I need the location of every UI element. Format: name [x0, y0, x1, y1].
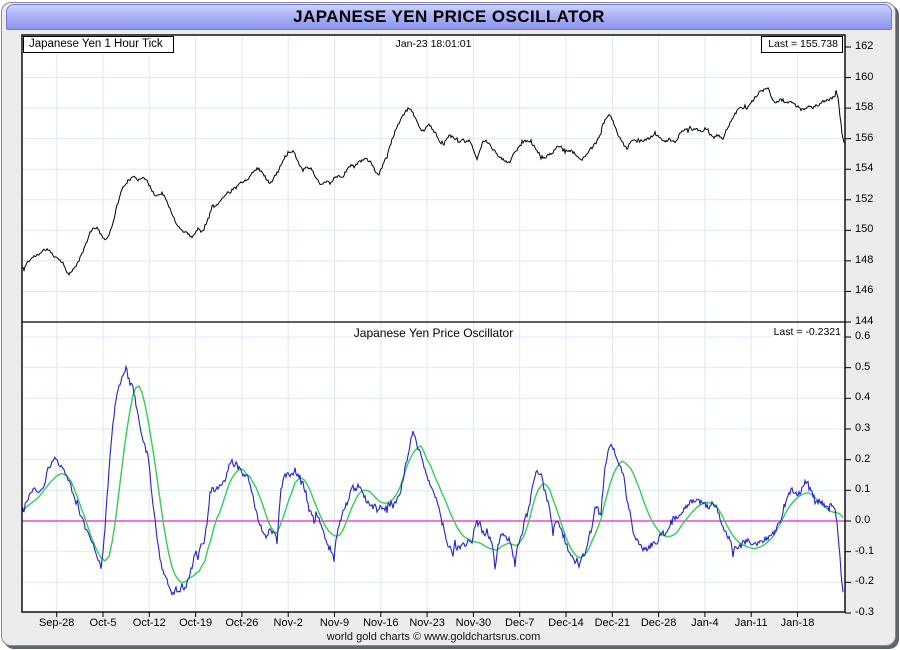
top-last-value: Last = 155.738 [761, 36, 843, 53]
title-bar: JAPANESE YEN PRICE OSCILLATOR [6, 4, 892, 30]
y-tick-label: 162 [855, 40, 874, 52]
top-panel-legend: Japanese Yen 1 Hour Tick [23, 36, 174, 53]
x-tick-label: Nov-9 [319, 617, 350, 629]
x-tick-label: Sep-28 [38, 617, 75, 629]
y-tick-label: 0.6 [855, 330, 871, 342]
plot-border [21, 34, 846, 613]
y-tick-label: 154 [855, 162, 874, 175]
x-tick-label: Jan-18 [780, 617, 815, 629]
y-tick-label: -0.2 [855, 575, 874, 588]
y-tick-label: 148 [855, 253, 874, 266]
x-tick-label: Dec-28 [640, 617, 677, 629]
x-tick-label: Nov-23 [409, 617, 445, 629]
x-tick-label: Nov-16 [363, 617, 399, 629]
x-tick-label: Oct-26 [225, 617, 259, 629]
y-tick-label: 0.2 [855, 452, 871, 465]
x-tick-label: Oct-12 [132, 617, 166, 629]
y-tick-label: 0.4 [855, 391, 871, 404]
y-tick-label: 0.5 [855, 360, 871, 373]
credit-footer: world gold charts © www.goldchartsrus.co… [326, 631, 541, 643]
y-tick-label: 150 [855, 223, 874, 236]
x-tick-label: Nov-2 [273, 617, 303, 629]
y-tick-label: 0.0 [855, 514, 871, 526]
oscillator-line [22, 364, 844, 597]
y-tick-label: 0.1 [855, 483, 871, 496]
bottom-last-value: Last = -0.2321 [771, 326, 843, 338]
y-tick-label: 144 [855, 315, 874, 327]
x-tick-label: Jan-11 [734, 617, 768, 629]
x-tick-label: Jan-4 [691, 617, 719, 629]
x-tick-label: Oct-5 [89, 617, 117, 629]
timestamp-label: Jan-23 18:01:01 [395, 38, 472, 50]
y-tick-label: 156 [855, 131, 874, 144]
y-tick-label: 152 [855, 192, 874, 205]
page-title: JAPANESE YEN PRICE OSCILLATOR [293, 7, 605, 26]
y-tick-label: -0.1 [855, 544, 874, 557]
bottom-panel-title: Japanese Yen Price Oscillator [353, 326, 514, 340]
y-tick-label: 0.3 [855, 422, 871, 434]
x-tick-label: Oct-19 [179, 617, 213, 629]
x-tick-label: Dec-14 [548, 617, 584, 629]
y-tick-label: 160 [855, 70, 874, 83]
x-tick-label: Dec-7 [505, 617, 535, 629]
y-tick-label: 146 [855, 284, 874, 297]
x-tick-label: Nov-30 [455, 617, 492, 629]
price-line [22, 86, 845, 277]
y-tick-label: 158 [855, 101, 874, 114]
x-tick-label: Dec-21 [594, 617, 631, 629]
y-tick-label: -0.3 [855, 606, 874, 618]
